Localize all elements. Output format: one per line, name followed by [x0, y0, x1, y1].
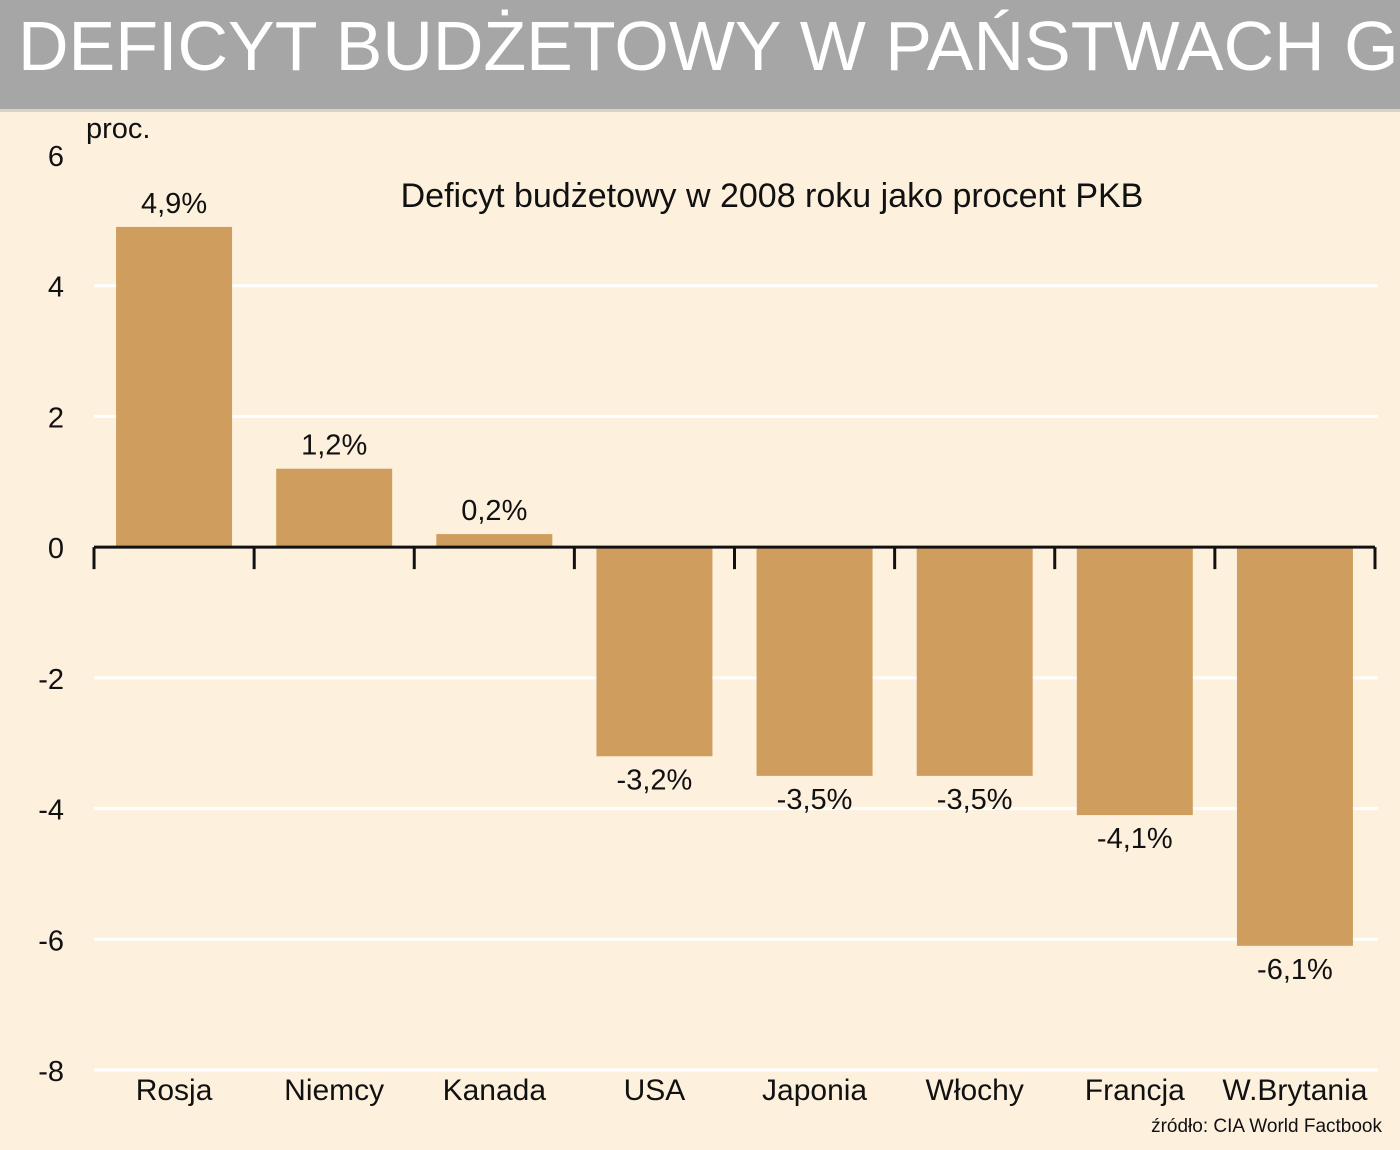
bar-francja: [1076, 547, 1193, 816]
bar-japonia: [756, 547, 873, 776]
y-tick-label: 6: [48, 141, 64, 173]
data-label: -3,2%: [617, 764, 693, 796]
data-label: 0,2%: [461, 495, 527, 527]
page-title: DEFICYT BUDŻETOWY W PAŃSTWACH G8: [18, 7, 1400, 85]
y-tick-label: -8: [38, 1056, 64, 1088]
x-tick-label: Japonia: [762, 1074, 867, 1107]
bar-usa: [596, 547, 713, 757]
data-label: -3,5%: [937, 784, 1013, 816]
bar-w-brytania: [1236, 547, 1353, 946]
y-tick-label: -6: [38, 925, 64, 957]
chart-title: Deficyt budżetowy w 2008 roku jako proce…: [401, 177, 1144, 215]
y-tick-label: 2: [48, 402, 64, 434]
bar-włochy: [916, 547, 1033, 776]
bar-niemcy: [276, 468, 393, 548]
y-tick-label: 0: [48, 533, 64, 565]
y-tick-label: -4: [38, 795, 64, 827]
y-tick-label: -2: [38, 664, 64, 696]
header-bar: DEFICYT BUDŻETOWY W PAŃSTWACH G8: [0, 0, 1400, 112]
y-tick-label: 4: [48, 272, 64, 304]
y-axis-label: proc.: [86, 113, 150, 145]
data-label: 1,2%: [301, 430, 367, 462]
x-tick-label: W.Brytania: [1222, 1074, 1367, 1107]
data-label: -6,1%: [1257, 954, 1333, 986]
x-tick-label: Rosja: [136, 1074, 213, 1107]
bar-kanada: [436, 534, 553, 548]
bar-rosja: [116, 226, 233, 548]
data-label: -4,1%: [1097, 823, 1173, 855]
x-tick-label: Francja: [1085, 1074, 1185, 1107]
data-label: -3,5%: [777, 784, 853, 816]
source-note: źródło: CIA World Factbook: [1151, 1116, 1382, 1137]
x-tick-label: Kanada: [443, 1074, 547, 1107]
x-tick-label: USA: [624, 1074, 686, 1107]
x-tick-label: Włochy: [926, 1074, 1024, 1107]
data-label: 4,9%: [141, 188, 207, 220]
x-tick-label: Niemcy: [284, 1074, 384, 1107]
